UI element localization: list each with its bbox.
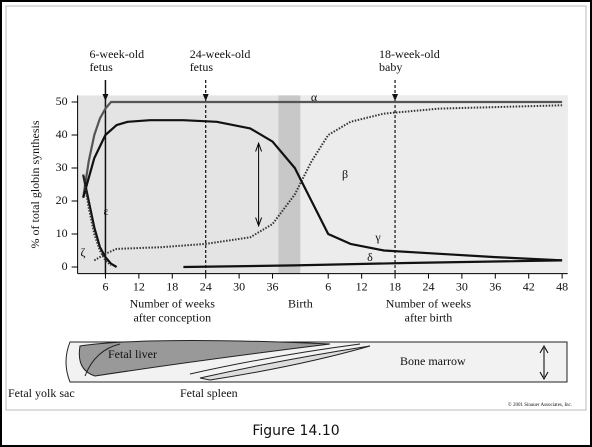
x-tick-label: 36	[267, 279, 279, 293]
y-tick-label: 50	[56, 94, 68, 108]
x-axis-label: Number of weeks	[130, 296, 216, 310]
organ-label: Fetal spleen	[180, 386, 238, 400]
x-tick-label: 48	[556, 279, 568, 293]
birth-label: Birth	[288, 296, 313, 310]
y-tick-label: 30	[56, 160, 68, 174]
annotation: fetus	[190, 60, 214, 74]
series-label: γ	[374, 230, 381, 244]
y-tick-label: 0	[62, 259, 68, 273]
caption: Figure 14.10	[252, 423, 339, 439]
credit: © 2001 Sinauer Associates, Inc.	[508, 402, 572, 408]
plot-background	[300, 95, 567, 273]
organ-label: Fetal yolk sac	[8, 386, 75, 400]
x-tick-label: 18	[389, 279, 401, 293]
organ-label: Fetal liver	[108, 347, 157, 361]
y-tick-label: 10	[56, 226, 68, 240]
organ-diagram: Fetal liver Bone marrow Fetal yolk sac F…	[8, 340, 572, 408]
series-label: δ	[367, 250, 373, 264]
annotation: fetus	[89, 60, 113, 74]
x-tick-label: 24	[200, 279, 212, 293]
x-axis-label: after conception	[133, 310, 211, 324]
x-tick-label: 42	[523, 279, 535, 293]
x-axis-label: Number of weeks	[386, 296, 472, 310]
x-tick-label: 24	[422, 279, 434, 293]
x-tick-label: 6	[325, 279, 331, 293]
y-tick-label: 20	[56, 193, 68, 207]
x-tick-label: 12	[133, 279, 145, 293]
annotation: 18-week-old	[379, 47, 440, 61]
x-tick-label: 6	[102, 279, 108, 293]
x-tick-label: 18	[166, 279, 178, 293]
plot: 0 10 20 30 40 50 6 12 18 24 30 36 6 12 18 24 30 36 42 48 % o…	[28, 47, 568, 325]
plot-background	[278, 95, 300, 273]
x-axis-label: after birth	[405, 310, 453, 324]
figure: 0 10 20 30 40 50 6 12 18 24 30 36 6 12 18 24 30 36 42 48 % o…	[0, 0, 592, 447]
annotation: 6-week-old	[89, 47, 144, 61]
annotation: baby	[379, 60, 402, 74]
annotation: 24-week-old	[190, 47, 251, 61]
x-tick-label: 30	[456, 279, 468, 293]
series-label: β	[342, 167, 348, 181]
series-label: ζ	[81, 245, 86, 259]
x-tick-label: 12	[356, 279, 368, 293]
x-tick-label: 30	[233, 279, 245, 293]
y-axis-label: % of total globin synthesis	[28, 120, 42, 248]
series-label: ε	[103, 204, 108, 218]
x-tick-label: 36	[489, 279, 501, 293]
series-label: α	[311, 90, 318, 104]
organ-label: Bone marrow	[400, 354, 466, 368]
y-tick-label: 40	[56, 127, 68, 141]
